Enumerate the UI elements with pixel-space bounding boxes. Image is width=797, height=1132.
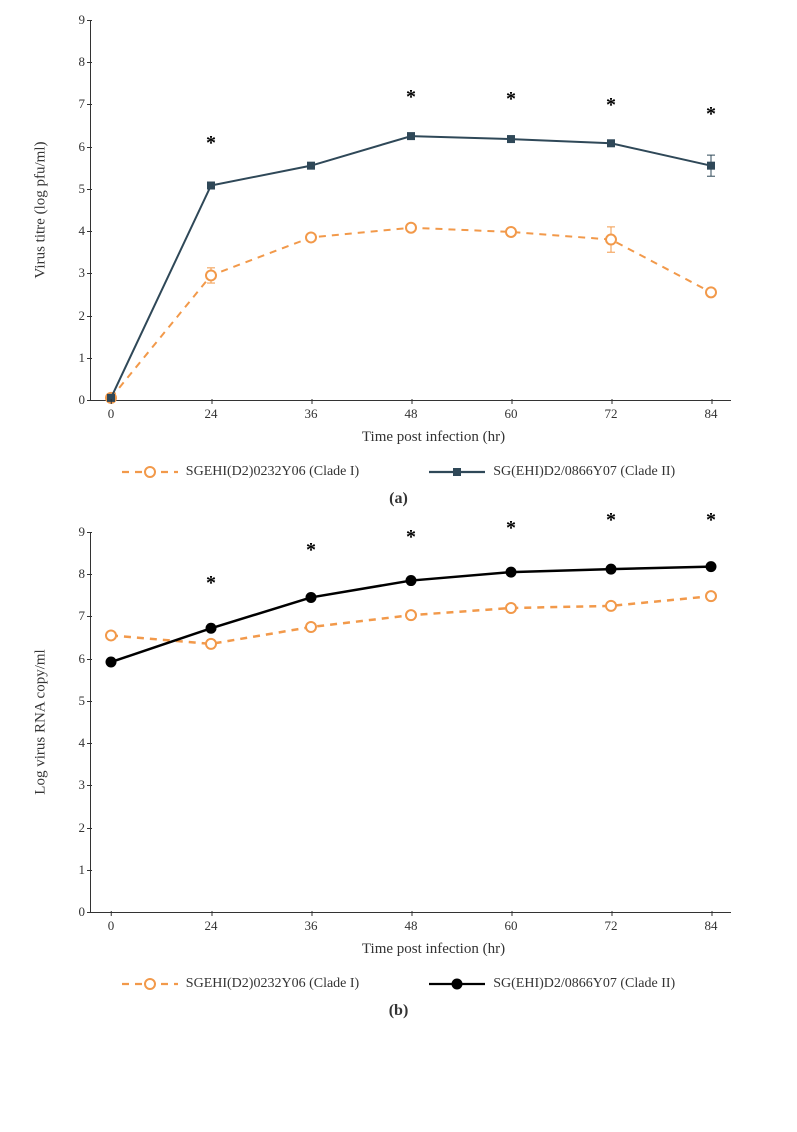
legend-swatch-clade2-b bbox=[429, 977, 485, 991]
xtick: 72 bbox=[605, 400, 618, 422]
xtick: 48 bbox=[405, 400, 418, 422]
significance-star: * bbox=[206, 572, 216, 595]
ytick: 9 bbox=[79, 12, 92, 28]
ytick: 6 bbox=[79, 651, 92, 667]
xtick: 84 bbox=[705, 912, 718, 934]
legend-swatch-clade2-a bbox=[429, 465, 485, 479]
significance-star: * bbox=[506, 88, 516, 111]
xtick: 36 bbox=[305, 912, 318, 934]
panel-a-plot: Virus titre (log pfu/ml) 012345678902436… bbox=[90, 20, 731, 401]
ytick: 5 bbox=[79, 181, 92, 197]
panel-b-ylabel: Log virus RNA copy/ml bbox=[33, 649, 50, 794]
panel-a-caption: (a) bbox=[20, 490, 777, 508]
xtick: 60 bbox=[505, 400, 518, 422]
legend-label-clade2: SG(EHI)D2/0866Y07 (Clade II) bbox=[493, 464, 675, 480]
xtick: 84 bbox=[705, 400, 718, 422]
xtick: 60 bbox=[505, 912, 518, 934]
panel-a-ylabel: Virus titre (log pfu/ml) bbox=[33, 142, 50, 279]
ytick: 3 bbox=[79, 777, 92, 793]
legend-label-clade2-b: SG(EHI)D2/0866Y07 (Clade II) bbox=[493, 976, 675, 992]
panel-b-legend: SGEHI(D2)0232Y06 (Clade I) SG(EHI)D2/086… bbox=[20, 976, 777, 992]
panel-a-xlabel: Time post infection (hr) bbox=[90, 429, 777, 446]
legend-item-clade2-b: SG(EHI)D2/0866Y07 (Clade II) bbox=[429, 976, 675, 992]
xtick: 0 bbox=[108, 912, 115, 934]
significance-star: * bbox=[706, 103, 716, 126]
panel-b: Log virus RNA copy/ml 012345678902436486… bbox=[20, 532, 777, 1020]
ytick: 1 bbox=[79, 862, 92, 878]
ytick: 1 bbox=[79, 350, 92, 366]
ytick: 0 bbox=[79, 392, 92, 408]
ytick: 3 bbox=[79, 265, 92, 281]
ytick: 8 bbox=[79, 566, 92, 582]
significance-star: * bbox=[606, 94, 616, 117]
panel-a: Virus titre (log pfu/ml) 012345678902436… bbox=[20, 20, 777, 508]
panel-b-plot: Log virus RNA copy/ml 012345678902436486… bbox=[90, 532, 731, 913]
panel-b-caption: (b) bbox=[20, 1002, 777, 1020]
legend-item-clade2: SG(EHI)D2/0866Y07 (Clade II) bbox=[429, 464, 675, 480]
xtick: 24 bbox=[205, 400, 218, 422]
ytick: 7 bbox=[79, 96, 92, 112]
legend-label-clade1: SGEHI(D2)0232Y06 (Clade I) bbox=[186, 464, 359, 480]
significance-star: * bbox=[606, 509, 616, 532]
panel-a-svg bbox=[91, 20, 731, 400]
ytick: 2 bbox=[79, 308, 92, 324]
ytick: 7 bbox=[79, 608, 92, 624]
panel-b-xlabel: Time post infection (hr) bbox=[90, 941, 777, 958]
significance-star: * bbox=[406, 526, 416, 549]
legend-swatch-clade1-a bbox=[122, 465, 178, 479]
ytick: 8 bbox=[79, 54, 92, 70]
significance-star: * bbox=[406, 86, 416, 109]
ytick: 2 bbox=[79, 820, 92, 836]
ytick: 0 bbox=[79, 904, 92, 920]
figure: Virus titre (log pfu/ml) 012345678902436… bbox=[20, 20, 777, 1020]
ytick: 4 bbox=[79, 223, 92, 239]
legend-item-clade1: SGEHI(D2)0232Y06 (Clade I) bbox=[122, 464, 359, 480]
significance-star: * bbox=[206, 132, 216, 155]
xtick: 36 bbox=[305, 400, 318, 422]
legend-item-clade1-b: SGEHI(D2)0232Y06 (Clade I) bbox=[122, 976, 359, 992]
significance-star: * bbox=[506, 517, 516, 540]
ytick: 9 bbox=[79, 524, 92, 540]
legend-swatch-clade1-b bbox=[122, 977, 178, 991]
panel-a-legend: SGEHI(D2)0232Y06 (Clade I) SG(EHI)D2/086… bbox=[20, 464, 777, 480]
xtick: 24 bbox=[205, 912, 218, 934]
ytick: 6 bbox=[79, 139, 92, 155]
ytick: 4 bbox=[79, 735, 92, 751]
xtick: 48 bbox=[405, 912, 418, 934]
significance-star: * bbox=[706, 509, 716, 532]
xtick: 72 bbox=[605, 912, 618, 934]
significance-star: * bbox=[306, 539, 316, 562]
legend-label-clade1-b: SGEHI(D2)0232Y06 (Clade I) bbox=[186, 976, 359, 992]
ytick: 5 bbox=[79, 693, 92, 709]
xtick: 0 bbox=[108, 400, 115, 422]
panel-b-svg bbox=[91, 532, 731, 912]
